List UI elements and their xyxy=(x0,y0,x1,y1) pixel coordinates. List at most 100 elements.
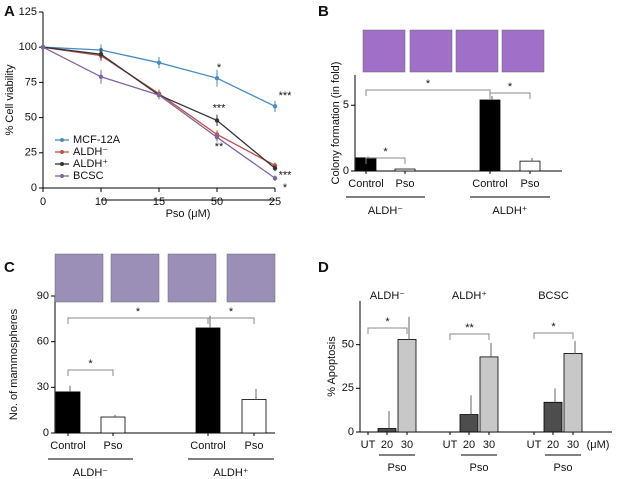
y-tick-label: 50 xyxy=(25,112,37,124)
x-tick-label: 15 xyxy=(153,196,165,208)
point xyxy=(272,104,278,109)
bar xyxy=(397,339,417,433)
bar xyxy=(479,99,501,172)
bar xyxy=(241,399,267,434)
x-tick-label: 50 xyxy=(211,196,223,208)
significance: *** xyxy=(279,90,293,102)
significance: * xyxy=(136,306,141,318)
micrograph xyxy=(226,253,276,303)
significance-bracket xyxy=(533,332,574,339)
legend-label: BCSC xyxy=(73,170,104,182)
significance-bracket xyxy=(367,327,408,334)
micrograph xyxy=(501,29,545,73)
bar xyxy=(563,352,583,433)
group-label: ALDH⁻ xyxy=(370,290,405,302)
y-tick-label: 25 xyxy=(25,147,37,159)
legend-marker xyxy=(60,162,64,166)
point xyxy=(156,92,162,98)
x-tick-label: 30 xyxy=(567,439,579,451)
micrograph xyxy=(455,29,499,73)
x-axis-label: Pso xyxy=(470,462,489,474)
legend-label: ALDH⁺ xyxy=(73,158,108,170)
y-tick-label: 100 xyxy=(19,41,37,53)
x-tick-label: Pso xyxy=(245,440,264,452)
micrograph xyxy=(409,29,453,73)
significance: *** xyxy=(279,169,293,181)
point xyxy=(214,75,220,81)
legend-label: ALDH⁻ xyxy=(73,146,108,158)
significance-bracket xyxy=(67,317,209,324)
y-tick-label: 90 xyxy=(37,290,49,302)
point xyxy=(156,60,162,65)
point xyxy=(272,175,278,181)
x-tick-label: Control xyxy=(50,440,85,452)
y-axis-label: No. of mammospheres xyxy=(8,308,20,420)
significance: * xyxy=(283,182,288,194)
y-tick-label: 50 xyxy=(342,339,354,351)
x-tick-label: 25 xyxy=(269,196,281,208)
significance: ** xyxy=(465,322,474,334)
bar xyxy=(543,401,563,433)
bar xyxy=(55,391,81,434)
micrograph xyxy=(167,253,217,303)
panel-letter: A xyxy=(4,3,15,20)
point xyxy=(98,52,104,57)
x-tick-label: Control xyxy=(348,178,383,190)
significance: * xyxy=(229,306,234,318)
x-axis-label: Pso xyxy=(388,462,407,474)
legend-marker xyxy=(60,150,64,154)
x-axis-label: Pso (μM) xyxy=(166,208,211,220)
bar xyxy=(195,327,221,434)
y-tick-label: 5 xyxy=(343,99,349,111)
significance: * xyxy=(551,321,556,333)
x-tick-label: 30 xyxy=(483,439,495,451)
significance: ** xyxy=(215,141,224,153)
x-tick-label: 20 xyxy=(547,439,559,451)
x-tick-label: Pso xyxy=(396,178,415,190)
group-label: ALDH⁺ xyxy=(492,205,527,217)
legend-marker xyxy=(60,138,64,142)
y-tick-label: 25 xyxy=(342,382,354,394)
group-label: ALDH⁻ xyxy=(73,467,108,479)
point xyxy=(40,45,46,50)
x-tick-label: Pso xyxy=(521,178,540,190)
group-label: ALDH⁻ xyxy=(368,205,403,217)
x-tick-label: Control xyxy=(190,440,225,452)
y-tick-label: 75 xyxy=(25,76,37,88)
x-tick-label: UT xyxy=(361,439,376,451)
significance-bracket xyxy=(489,92,531,99)
point xyxy=(214,118,220,123)
significance-bracket xyxy=(207,317,255,324)
significance-bracket xyxy=(365,157,406,164)
x-tick-label: 30 xyxy=(401,439,413,451)
micrograph xyxy=(110,253,160,303)
bar xyxy=(519,160,541,172)
x-tick-label: UT xyxy=(443,439,458,451)
panel-letter: D xyxy=(318,259,329,276)
group-label: ALDH⁺ xyxy=(213,467,248,479)
y-axis-label: % Apoptosis xyxy=(326,336,338,397)
y-axis-label: % Cell viability xyxy=(4,64,16,135)
x-tick-label: 10 xyxy=(95,196,107,208)
significance-bracket xyxy=(67,369,114,376)
y-tick-label: 0 xyxy=(343,165,349,177)
bar xyxy=(479,356,499,433)
y-tick-label: 60 xyxy=(37,336,49,348)
significance: * xyxy=(217,62,222,74)
x-tick-label: UT xyxy=(527,439,542,451)
x-tick-label: 20 xyxy=(463,439,475,451)
bar xyxy=(459,414,479,433)
point xyxy=(214,135,220,140)
significance-bracket xyxy=(365,89,491,96)
significance: * xyxy=(426,78,431,90)
significance: * xyxy=(88,358,93,370)
unit-label: (μM) xyxy=(587,439,610,451)
legend-marker xyxy=(60,174,64,178)
point xyxy=(98,74,104,79)
x-tick-label: Pso xyxy=(104,440,123,452)
micrograph xyxy=(362,29,406,73)
x-tick-label: 0 xyxy=(40,196,46,208)
micrograph xyxy=(54,253,104,303)
group-label: BCSC xyxy=(538,290,569,302)
